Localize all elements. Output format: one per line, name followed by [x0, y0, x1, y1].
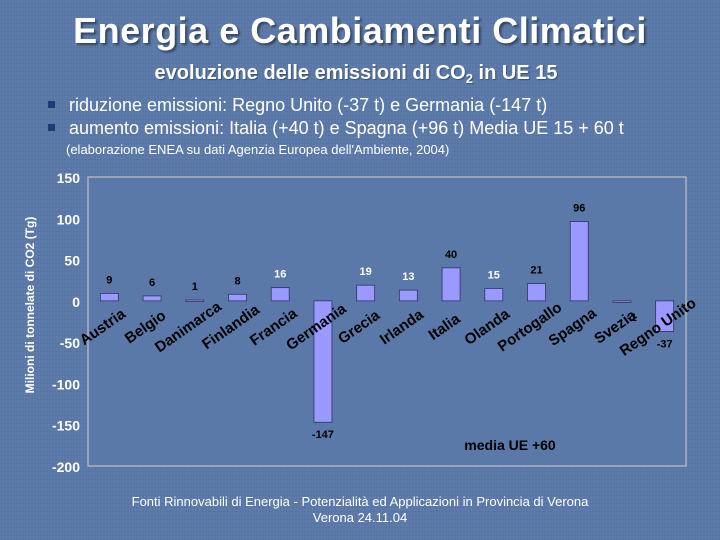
data-label: 16 — [274, 269, 286, 281]
plot-area — [87, 176, 687, 467]
y-tick-label: 150 — [57, 170, 81, 186]
emissions-bar-chart: 150 100 50 0 -50 -100 -150 -200 Milioni di tonne… — [23, 170, 699, 475]
data-label: 1 — [192, 281, 198, 293]
bar — [99, 293, 119, 302]
slide-title: Energia e Cambiamenti Climatici — [73, 10, 647, 51]
subtitle-suffix: in UE 15 — [472, 62, 558, 84]
bar — [142, 295, 162, 302]
bullet-square-icon — [48, 101, 55, 108]
bar — [655, 300, 675, 332]
data-label: 8 — [234, 275, 240, 287]
bullet-text: riduzione emissioni: Regno Unito (-37 t)… — [69, 95, 548, 115]
data-label: 13 — [402, 271, 414, 283]
y-tick-label: -150 — [52, 418, 80, 434]
bar — [441, 267, 461, 302]
bullet-item: riduzione emissioni: Regno Unito (-37 t)… — [48, 94, 718, 117]
y-tick-label: -200 — [52, 459, 80, 475]
data-label: -1 — [627, 312, 637, 324]
bullet-list: riduzione emissioni: Regno Unito (-37 t)… — [48, 94, 718, 140]
footer-line-1: Fonti Rinnovabili di Energia - Potenzial… — [131, 494, 589, 509]
y-tick-label: 0 — [72, 294, 80, 310]
bar — [270, 287, 290, 302]
bar — [228, 293, 247, 302]
bar — [185, 299, 205, 302]
bar — [527, 283, 546, 302]
data-label: 6 — [149, 277, 155, 289]
bar — [612, 300, 632, 303]
annotation-media: media UE +60 — [464, 437, 556, 453]
bar — [356, 284, 376, 302]
data-label: 40 — [445, 249, 457, 261]
source-note: (elaborazione ENEA su dati Agenzia Europ… — [66, 142, 450, 157]
y-tick-label: -100 — [52, 376, 80, 392]
slide-subtitle: evoluzione delle emissioni di CO2 in UE … — [0, 62, 712, 86]
data-label: -147 — [312, 429, 334, 441]
data-label: 21 — [530, 265, 542, 277]
bar — [313, 300, 333, 423]
data-label: 15 — [488, 269, 500, 281]
subtitle-subscript: 2 — [465, 71, 473, 86]
bullet-square-icon — [48, 124, 55, 131]
data-label: -37 — [657, 338, 673, 350]
y-tick-label: -50 — [60, 335, 80, 351]
y-tick-label: 50 — [64, 253, 80, 269]
bullet-item: aumento emissioni: Italia (+40 t) e Spag… — [48, 117, 718, 140]
footer: Fonti Rinnovabili di Energia - Potenzial… — [0, 494, 720, 526]
data-label: 9 — [106, 274, 112, 286]
footer-line-2: Verona 24.11.04 — [312, 510, 408, 525]
bar — [484, 288, 504, 302]
y-axis-title: Milioni di tonnelate di CO2 (Tg) — [23, 217, 37, 394]
bar — [398, 289, 418, 302]
data-label: 96 — [573, 203, 585, 215]
y-tick-label: 100 — [57, 211, 81, 227]
bar — [569, 221, 589, 302]
subtitle-text: evoluzione delle emissioni di CO — [154, 62, 466, 84]
data-label: 19 — [360, 266, 372, 278]
bullet-text: aumento emissioni: Italia (+40 t) e Spag… — [69, 118, 624, 138]
